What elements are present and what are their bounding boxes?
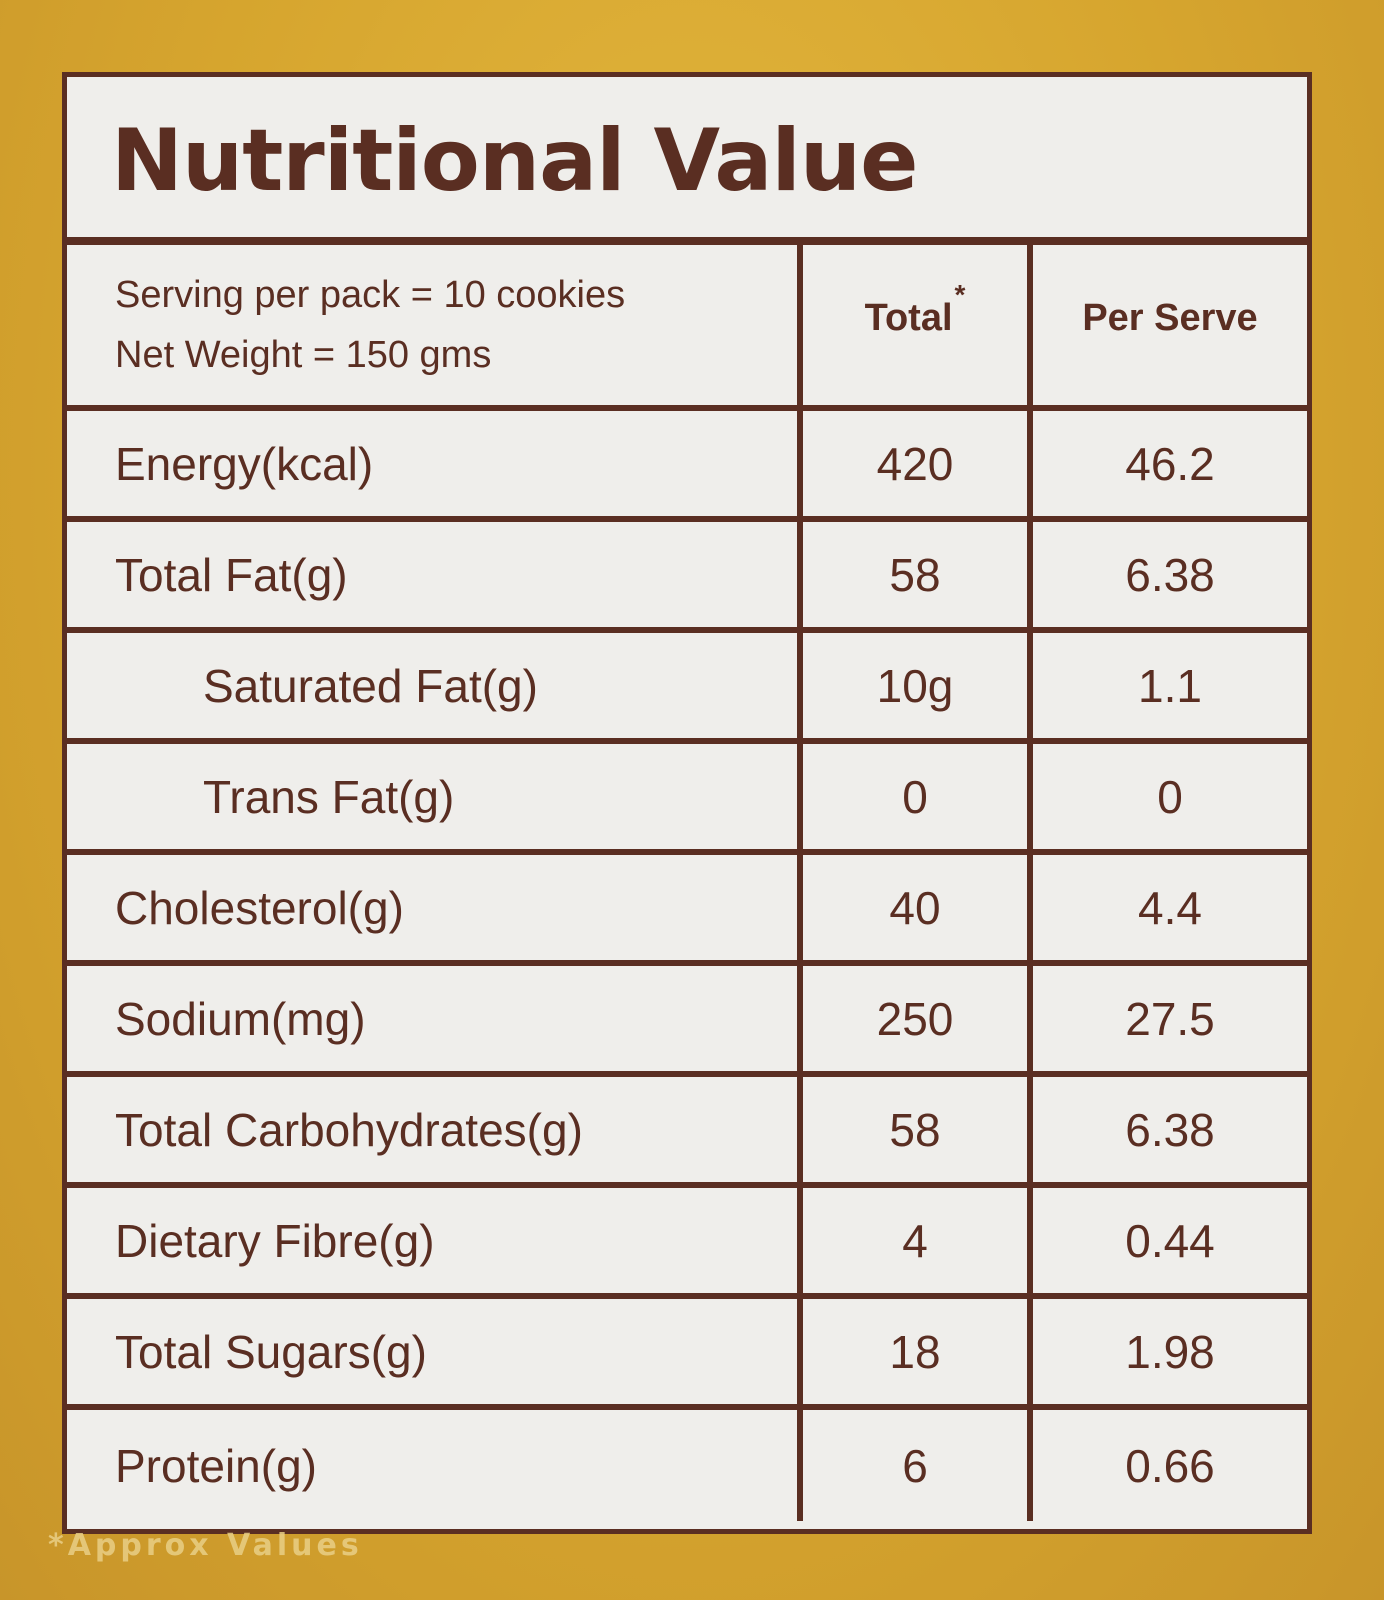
- table-row: Total Sugars(g) 18 1.98: [67, 1299, 1307, 1410]
- table-row: Total Fat(g) 58 6.38: [67, 522, 1307, 633]
- column-header-per-serve: Per Serve: [1082, 297, 1258, 339]
- table-body: Energy(kcal) 420 46.2 Total Fat(g) 58 6.38 Sat…: [67, 411, 1307, 1521]
- serving-per-pack: Serving per pack = 10 cookies: [115, 274, 626, 316]
- total-value: 10g: [797, 633, 1033, 738]
- asterisk-mark: *: [954, 279, 966, 310]
- footnote: *Approx Values: [48, 1528, 363, 1563]
- total-value: 6: [797, 1410, 1033, 1521]
- nutrient-label: Trans Fat(g): [203, 770, 455, 823]
- table-row: Sodium(mg) 250 27.5: [67, 966, 1307, 1077]
- per-serve-value: 1.98: [1125, 1325, 1215, 1378]
- label-title: Nutritional Value: [111, 111, 918, 211]
- table-row: Energy(kcal) 420 46.2: [67, 411, 1307, 522]
- total-value: 58: [797, 1077, 1033, 1182]
- table-row: Saturated Fat(g) 10g 1.1: [67, 633, 1307, 744]
- nutrient-label: Cholesterol(g): [115, 881, 404, 934]
- per-serve-value: 0.66: [1125, 1439, 1215, 1492]
- nutrient-label: Energy(kcal): [115, 437, 374, 490]
- table-row: Dietary Fibre(g) 4 0.44: [67, 1188, 1307, 1299]
- total-value: 18: [797, 1299, 1033, 1404]
- table-header-row: Serving per pack = 10 cookies Net Weight…: [67, 245, 1307, 411]
- nutrition-table: Serving per pack = 10 cookies Net Weight…: [67, 245, 1307, 1521]
- nutrient-label: Dietary Fibre(g): [115, 1214, 435, 1267]
- nutrition-label: Nutritional Value Serving per pack = 10 …: [62, 72, 1312, 1534]
- serving-info: Serving per pack = 10 cookies Net Weight…: [67, 245, 797, 405]
- total-value: 4: [797, 1188, 1033, 1293]
- per-serve-value: 4.4: [1138, 881, 1202, 934]
- total-header-label: Total: [864, 297, 953, 339]
- net-weight: Net Weight = 150 gms: [115, 334, 492, 376]
- total-value: 0: [797, 744, 1033, 849]
- total-value: 250: [797, 966, 1033, 1071]
- nutrient-label: Total Carbohydrates(g): [115, 1103, 583, 1156]
- table-row: Protein(g) 6 0.66: [67, 1410, 1307, 1521]
- total-value: 40: [797, 855, 1033, 960]
- table-row: Cholesterol(g) 40 4.4: [67, 855, 1307, 966]
- table-row: Total Carbohydrates(g) 58 6.38: [67, 1077, 1307, 1188]
- total-value: 420: [797, 411, 1033, 516]
- per-serve-value: 6.38: [1125, 548, 1215, 601]
- per-serve-value: 27.5: [1125, 992, 1215, 1045]
- nutrient-label: Protein(g): [115, 1439, 317, 1492]
- per-serve-value: 0.44: [1125, 1214, 1215, 1267]
- per-serve-value: 0: [1157, 770, 1183, 823]
- nutrient-label: Saturated Fat(g): [203, 659, 538, 712]
- table-row: Trans Fat(g) 0 0: [67, 744, 1307, 855]
- total-value: 58: [797, 522, 1033, 627]
- per-serve-value: 46.2: [1125, 437, 1215, 490]
- nutrient-label: Total Fat(g): [115, 548, 348, 601]
- nutrient-label: Sodium(mg): [115, 992, 366, 1045]
- title-row: Nutritional Value: [67, 77, 1307, 245]
- nutrient-label: Total Sugars(g): [115, 1325, 427, 1378]
- per-serve-value: 6.38: [1125, 1103, 1215, 1156]
- column-header-total: Total *: [797, 245, 1033, 405]
- per-serve-value: 1.1: [1138, 659, 1202, 712]
